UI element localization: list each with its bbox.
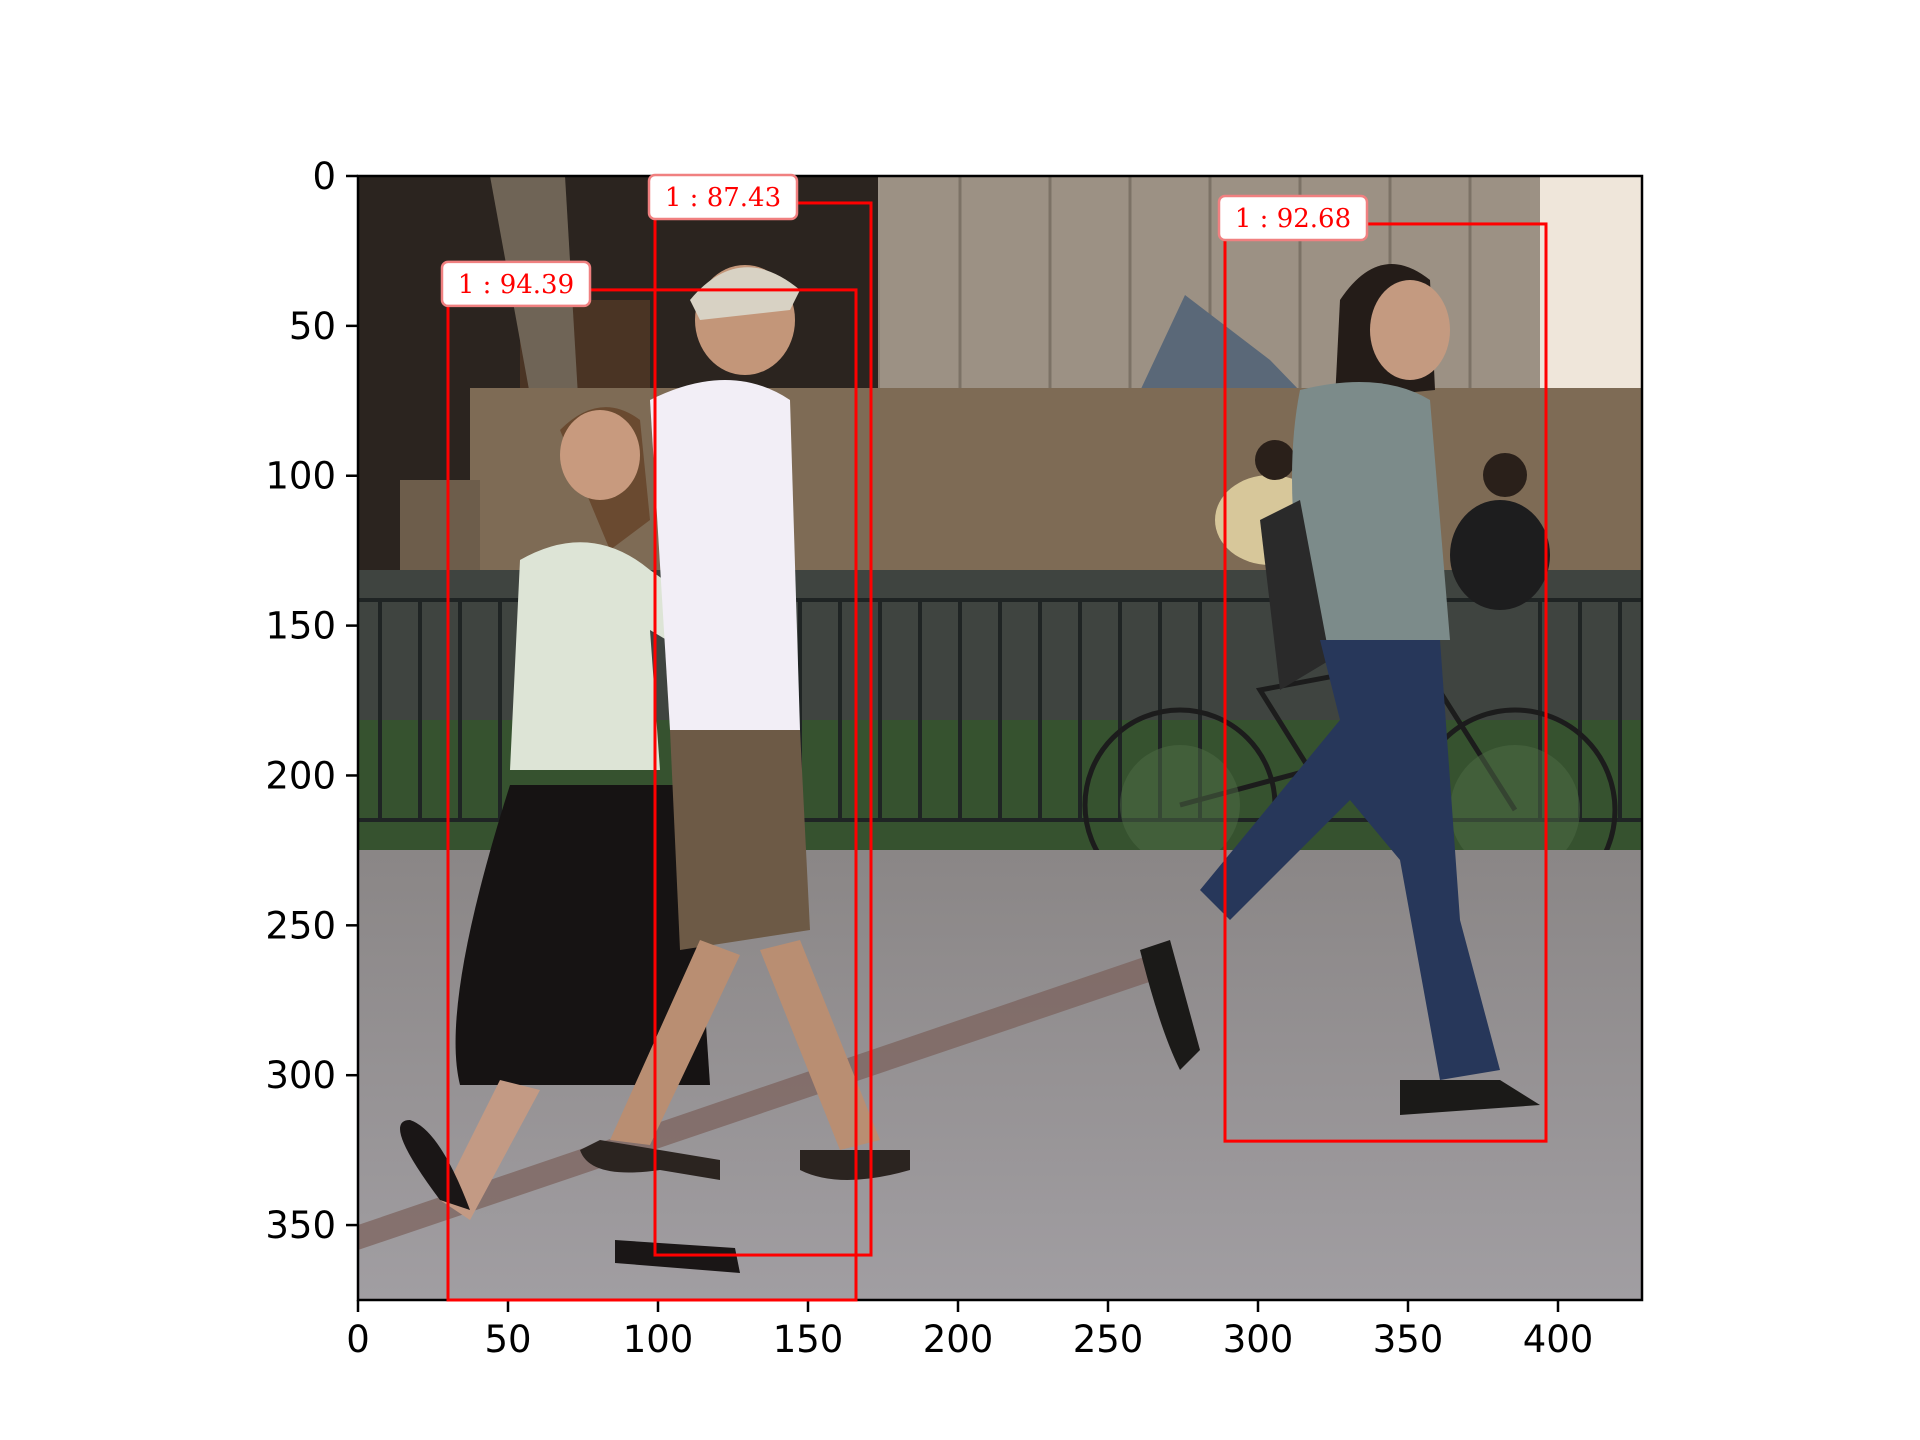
y-tick-label: 100 [265, 455, 336, 498]
label-box [440, 260, 592, 308]
roof-structure [1140, 295, 1300, 391]
x-tick-label: 50 [484, 1318, 531, 1361]
seated-person-right-head [1483, 453, 1527, 497]
y-tick-label: 250 [265, 904, 336, 947]
bounding-box [1223, 222, 1548, 1143]
detection-label: 1 : 94.39 [458, 270, 574, 300]
x-tick-label: 150 [773, 1318, 844, 1361]
label-box [1217, 194, 1369, 242]
label-box [647, 173, 799, 221]
bright-stairs [1540, 176, 1642, 391]
detection-2: 1 : 94.39 [440, 260, 858, 1302]
x-tick-label: 300 [1223, 1318, 1294, 1361]
y-tick-label: 50 [289, 305, 336, 348]
detection-label: 1 : 92.68 [1235, 204, 1351, 234]
y-tick-label: 0 [312, 155, 336, 198]
detection-3: 1 : 92.68 [1217, 194, 1548, 1143]
y-tick-label: 350 [265, 1204, 336, 1247]
photo [358, 176, 1642, 1300]
image-axes [356, 174, 1644, 1302]
detection-label: 1 : 87.43 [665, 183, 781, 213]
brick-strip [358, 955, 1170, 1250]
x-tick-label: 0 [346, 1318, 370, 1361]
y-tick-label: 150 [265, 605, 336, 648]
seated-person-right [1450, 500, 1550, 610]
x-tick-label: 400 [1523, 1318, 1594, 1361]
x-tick-label: 350 [1373, 1318, 1444, 1361]
detection-1: 1 : 87.43 [647, 173, 873, 1257]
x-axis: 0 50 100 150 200 250 300 350 400 [346, 1300, 1593, 1361]
man-on-phone [1140, 264, 1540, 1115]
detection-boxes: 1 : 87.43 1 : 94.39 1 : 92.68 [440, 173, 1548, 1302]
seated-person-left-head [1255, 440, 1295, 480]
x-tick-label: 100 [623, 1318, 694, 1361]
y-tick-label: 200 [265, 754, 336, 797]
x-tick-label: 250 [1073, 1318, 1144, 1361]
man-white-tshirt [580, 265, 910, 1180]
y-tick-label: 300 [265, 1054, 336, 1097]
tree-trunk [490, 176, 580, 450]
x-tick-label: 200 [923, 1318, 994, 1361]
y-axis: 0 50 100 150 200 250 300 350 [265, 155, 358, 1247]
bounding-box [446, 288, 858, 1302]
